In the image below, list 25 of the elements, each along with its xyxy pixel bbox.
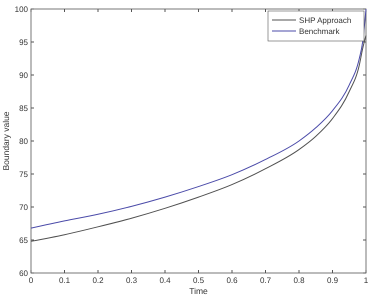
y-tick-label: 100 bbox=[14, 5, 29, 14]
x-tick-label: 0 bbox=[28, 276, 34, 285]
x-tick-label: 0.1 bbox=[58, 276, 71, 285]
y-axis-title: Boundary value bbox=[1, 111, 11, 171]
line-series bbox=[30, 8, 366, 229]
x-tick-label: 0.4 bbox=[159, 276, 172, 285]
x-tick-label: 1 bbox=[364, 276, 369, 285]
y-tick-label: 70 bbox=[19, 203, 29, 212]
y-tick-label: 65 bbox=[19, 236, 29, 245]
x-tick-label: 0.2 bbox=[92, 276, 104, 285]
x-tick-label: 0.7 bbox=[260, 276, 272, 285]
x-tick-label: 0.8 bbox=[293, 276, 306, 285]
legend-label: SHP Approach bbox=[299, 16, 352, 25]
y-tick-label: 80 bbox=[19, 137, 29, 146]
y-tick-label: 90 bbox=[19, 71, 29, 80]
y-tick-label: 75 bbox=[19, 170, 29, 179]
x-axis-title: Time bbox=[189, 286, 208, 296]
y-tick-label: 95 bbox=[19, 38, 29, 47]
y-tick-label: 85 bbox=[19, 104, 29, 113]
x-tick-label: 0.9 bbox=[326, 276, 339, 285]
y-tick-label: 60 bbox=[19, 269, 29, 278]
x-tick-label: 0.5 bbox=[192, 276, 205, 285]
x-tick-label: 0.3 bbox=[126, 276, 138, 285]
x-tick-label: 0.6 bbox=[226, 276, 238, 285]
legend-label: Benchmark bbox=[299, 27, 340, 36]
